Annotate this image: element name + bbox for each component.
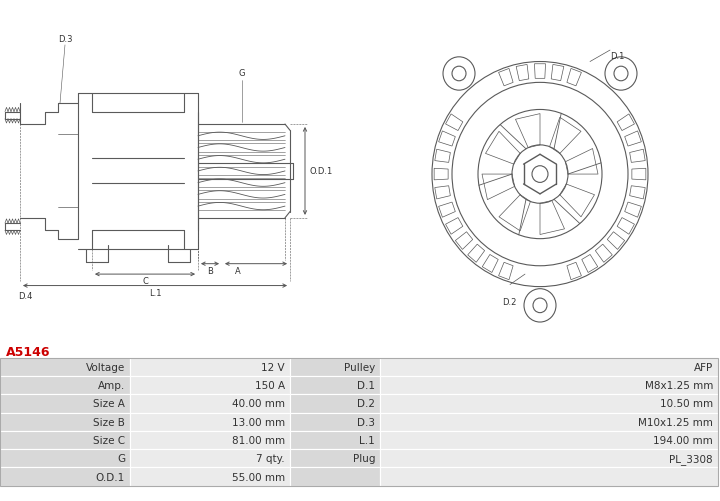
Bar	[290, 394, 380, 413]
Text: D.3: D.3	[58, 35, 73, 44]
Text: PL_3308: PL_3308	[670, 453, 713, 464]
Bar	[290, 449, 380, 467]
Text: 7 qty.: 7 qty.	[256, 453, 285, 463]
Text: A: A	[235, 266, 241, 275]
Bar	[0, 394, 130, 413]
Text: G: G	[238, 69, 245, 78]
Bar	[290, 467, 380, 485]
Bar	[130, 376, 290, 394]
Text: O.D.1: O.D.1	[96, 471, 125, 481]
Text: G: G	[117, 453, 125, 463]
Text: C: C	[142, 277, 148, 286]
Bar	[380, 431, 718, 449]
Bar	[380, 413, 718, 431]
Text: Voltage: Voltage	[86, 362, 125, 372]
Text: D.1: D.1	[357, 380, 375, 390]
Text: D.2: D.2	[502, 298, 516, 307]
Text: 150 A: 150 A	[255, 380, 285, 390]
Bar	[380, 467, 718, 485]
Bar	[0, 431, 130, 449]
Text: 40.00 mm: 40.00 mm	[232, 399, 285, 409]
Bar	[380, 394, 718, 413]
Text: 81.00 mm: 81.00 mm	[232, 435, 285, 445]
Bar	[130, 449, 290, 467]
Text: O.D.1: O.D.1	[309, 167, 332, 176]
Bar	[0, 376, 130, 394]
Text: Amp.: Amp.	[98, 380, 125, 390]
Text: 13.00 mm: 13.00 mm	[232, 417, 285, 427]
Text: M8x1.25 mm: M8x1.25 mm	[644, 380, 713, 390]
Bar	[290, 376, 380, 394]
Text: Size C: Size C	[93, 435, 125, 445]
Text: Pulley: Pulley	[343, 362, 375, 372]
Text: Plug: Plug	[353, 453, 375, 463]
Text: L.1: L.1	[359, 435, 375, 445]
Text: AFP: AFP	[694, 362, 713, 372]
Text: D.4: D.4	[18, 291, 32, 300]
Text: A5146: A5146	[6, 345, 50, 358]
Text: 10.50 mm: 10.50 mm	[660, 399, 713, 409]
Text: Size A: Size A	[93, 399, 125, 409]
Bar	[290, 358, 380, 376]
Text: D.3: D.3	[357, 417, 375, 427]
Bar	[0, 358, 130, 376]
Bar	[130, 358, 290, 376]
Bar	[0, 358, 718, 485]
Bar	[130, 394, 290, 413]
Bar	[290, 413, 380, 431]
Bar	[380, 358, 718, 376]
Text: Size B: Size B	[93, 417, 125, 427]
Text: 55.00 mm: 55.00 mm	[232, 471, 285, 481]
Bar	[130, 467, 290, 485]
Text: B: B	[207, 266, 213, 275]
Bar	[130, 431, 290, 449]
Text: 12 V: 12 V	[261, 362, 285, 372]
Bar	[0, 467, 130, 485]
Bar	[290, 431, 380, 449]
Bar	[130, 413, 290, 431]
Text: 194.00 mm: 194.00 mm	[653, 435, 713, 445]
Bar	[380, 449, 718, 467]
Text: D.2: D.2	[357, 399, 375, 409]
Bar	[0, 413, 130, 431]
Text: M10x1.25 mm: M10x1.25 mm	[638, 417, 713, 427]
Bar	[0, 449, 130, 467]
Text: L.1: L.1	[149, 288, 161, 297]
Bar	[380, 376, 718, 394]
Text: D.1: D.1	[610, 52, 624, 61]
